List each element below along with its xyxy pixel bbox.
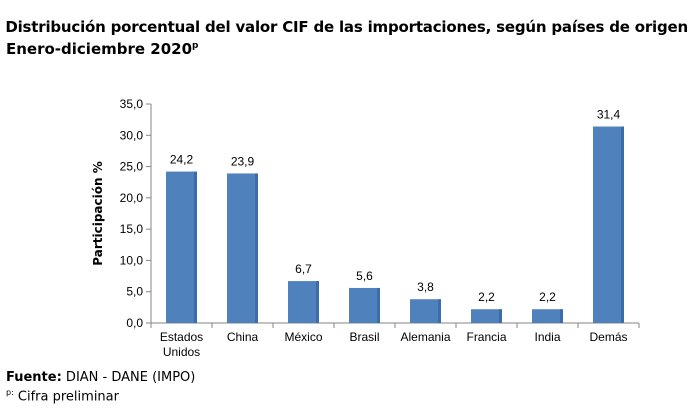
bar: [532, 309, 563, 323]
bar-shade: [499, 309, 502, 323]
x-tick-label: Alemania: [400, 330, 450, 344]
chart-subtitle-superscript: p: [192, 41, 199, 51]
x-tick-label: Estados: [160, 330, 203, 344]
bar-shade: [255, 173, 258, 323]
x-tick-label: China: [227, 330, 259, 344]
source-note: Fuente: DIAN - DANE (IMPO): [6, 370, 195, 385]
x-tick-label: Brasil: [349, 330, 379, 344]
x-tick-label: India: [534, 330, 560, 344]
data-label: 2,2: [539, 290, 556, 304]
y-axis-title: Participación %: [91, 161, 105, 265]
bar-shade: [194, 171, 197, 323]
x-tick-label: Unidos: [163, 345, 200, 359]
bar: [288, 281, 319, 323]
y-tick-label: 35,0: [120, 97, 144, 111]
y-tick-label: 15,0: [120, 222, 144, 236]
chart-subtitle: Enero-diciembre 2020p: [6, 40, 198, 58]
bar-shade: [621, 126, 624, 323]
y-tick-label: 30,0: [120, 128, 144, 142]
y-tick-label: 10,0: [120, 253, 144, 267]
note-marker: p:: [6, 388, 14, 397]
bar-shade: [438, 299, 441, 323]
x-tick-label: México: [284, 330, 322, 344]
preliminary-note: p: Cifra preliminar: [6, 388, 119, 404]
source-label: Fuente:: [6, 370, 62, 385]
bar-shade: [316, 281, 319, 323]
data-label: 3,8: [417, 280, 434, 294]
bar: [593, 126, 624, 323]
bar: [349, 287, 380, 323]
note-text: Cifra preliminar: [13, 389, 119, 405]
y-tick-label: 5,0: [126, 285, 143, 299]
bar: [166, 171, 197, 323]
y-tick-label: 0,0: [126, 316, 143, 330]
source-value: DIAN - DANE (IMPO): [61, 370, 196, 385]
chart-subtitle-text: Enero-diciembre 2020: [6, 40, 193, 58]
bar: [227, 173, 258, 323]
data-label: 31,4: [597, 108, 621, 122]
bar: [471, 309, 502, 323]
bar-shade: [377, 287, 380, 323]
data-label: 6,7: [295, 262, 312, 276]
bar: [410, 299, 441, 323]
y-tick-label: 25,0: [120, 160, 144, 174]
x-tick-label: Demás: [589, 330, 627, 344]
data-label: 2,2: [478, 290, 495, 304]
chart-title: Distribución porcentual del valor CIF de…: [5, 18, 688, 36]
x-tick-label: Francia: [466, 330, 506, 344]
data-label: 23,9: [231, 154, 255, 168]
data-label: 5,6: [356, 269, 373, 283]
bar-shade: [560, 309, 563, 323]
y-tick-label: 20,0: [120, 191, 144, 205]
data-label: 24,2: [170, 153, 194, 167]
